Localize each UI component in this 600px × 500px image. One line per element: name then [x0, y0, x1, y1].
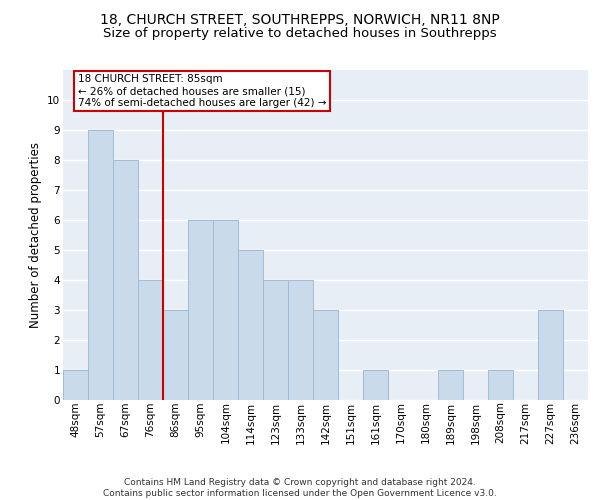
Bar: [88, 130, 113, 400]
Bar: [113, 160, 138, 400]
Bar: [163, 310, 188, 400]
Text: 18 CHURCH STREET: 85sqm
← 26% of detached houses are smaller (15)
74% of semi-de: 18 CHURCH STREET: 85sqm ← 26% of detache…: [77, 74, 326, 108]
Bar: [438, 370, 463, 400]
Bar: [363, 370, 388, 400]
Bar: [138, 280, 163, 400]
Bar: [488, 370, 513, 400]
Bar: [288, 280, 313, 400]
Bar: [313, 310, 338, 400]
Bar: [538, 310, 563, 400]
Text: 18, CHURCH STREET, SOUTHREPPS, NORWICH, NR11 8NP: 18, CHURCH STREET, SOUTHREPPS, NORWICH, …: [100, 12, 500, 26]
Bar: [213, 220, 238, 400]
Bar: [263, 280, 288, 400]
Bar: [238, 250, 263, 400]
Y-axis label: Number of detached properties: Number of detached properties: [29, 142, 41, 328]
Bar: [63, 370, 88, 400]
Text: Size of property relative to detached houses in Southrepps: Size of property relative to detached ho…: [103, 28, 497, 40]
Text: Contains HM Land Registry data © Crown copyright and database right 2024.
Contai: Contains HM Land Registry data © Crown c…: [103, 478, 497, 498]
Bar: [188, 220, 213, 400]
